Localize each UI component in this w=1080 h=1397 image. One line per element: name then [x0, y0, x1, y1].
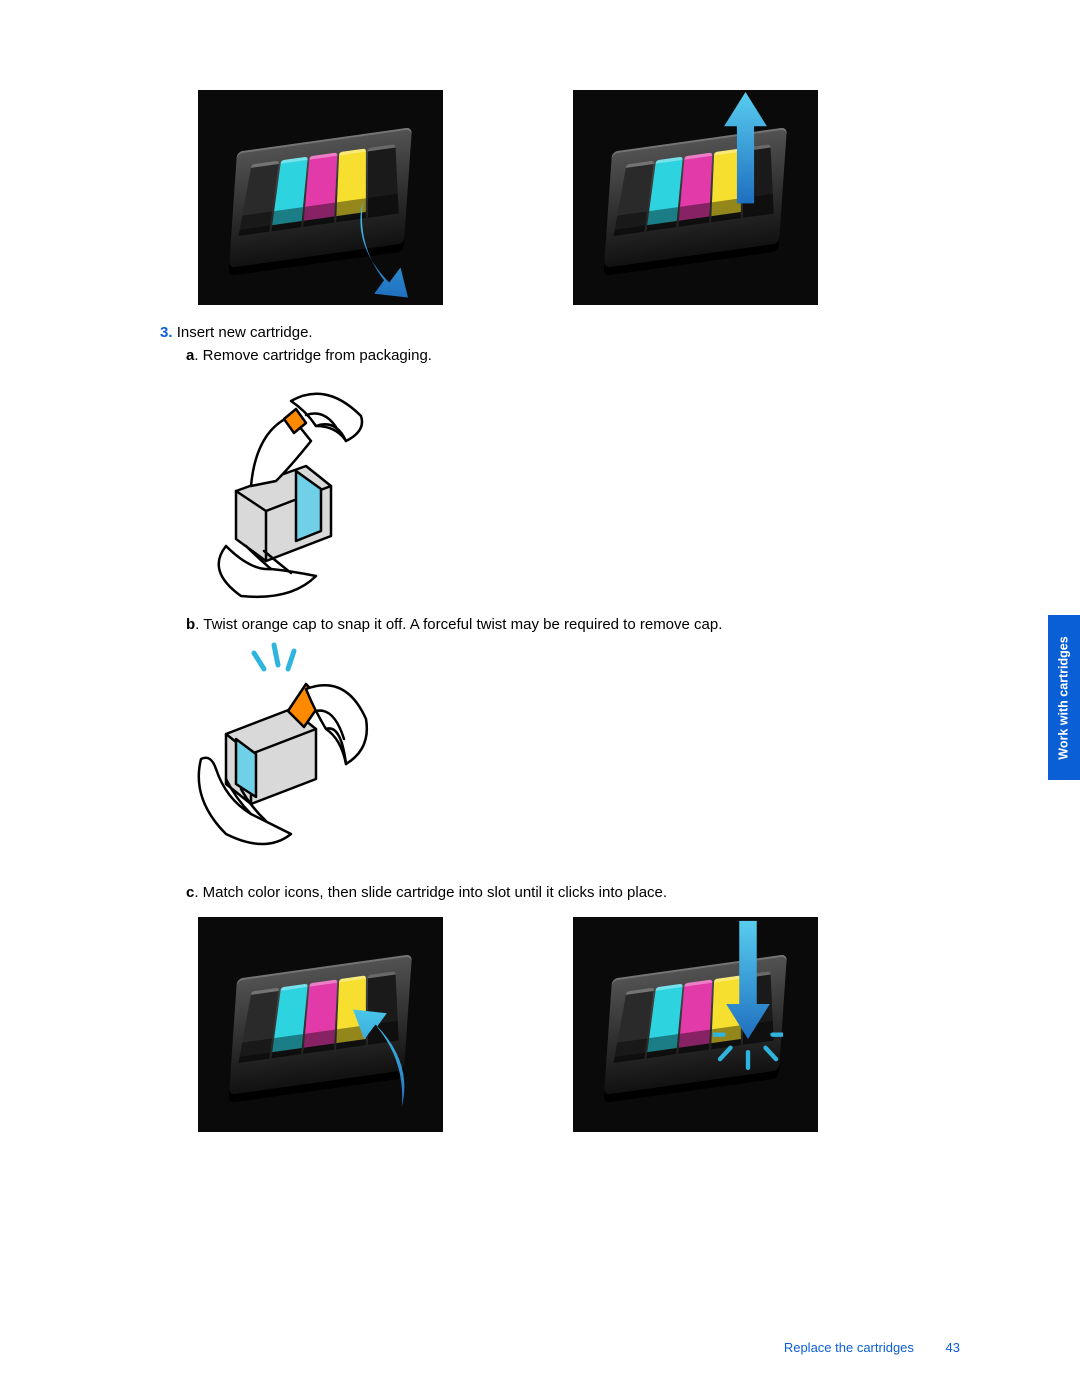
page: 3. Insert new cartridge. a. Remove cartr…: [0, 0, 1080, 1397]
substep-text: . Remove cartridge from packaging.: [194, 347, 432, 364]
unwrap-image: [196, 371, 376, 601]
printer-image-insert-down: [573, 917, 818, 1132]
substep-a: a. Remove cartridge from packaging.: [186, 346, 960, 366]
substep-letter: b: [186, 616, 195, 633]
step-line: 3. Insert new cartridge.: [160, 323, 960, 343]
printer-image-remove-tilt: [198, 90, 443, 305]
step-number: 3.: [160, 324, 173, 341]
substep-c: c. Match color icons, then slide cartrid…: [186, 883, 960, 903]
substep-text: . Match color icons, then slide cartridg…: [194, 884, 667, 901]
step-text: Insert new cartridge.: [177, 324, 313, 341]
printer-image-insert-tilt: [198, 917, 443, 1132]
cartridge-carriage: [604, 127, 787, 268]
twist-image: [196, 639, 376, 869]
cartridge-carriage: [604, 954, 787, 1095]
image-row-insert: [198, 917, 960, 1132]
cartridge-carriage: [229, 127, 412, 268]
image-row-remove: [198, 90, 960, 305]
side-tab: Work with cartridges: [1048, 615, 1080, 780]
page-number: 43: [946, 1340, 960, 1355]
footer-section-title: Replace the cartridges: [784, 1340, 914, 1355]
substep-b: b. Twist orange cap to snap it off. A fo…: [186, 615, 960, 635]
cartridge-carriage: [229, 954, 412, 1095]
printer-image-remove-up: [573, 90, 818, 305]
page-footer: Replace the cartridges 43: [0, 1340, 960, 1355]
substep-text: . Twist orange cap to snap it off. A for…: [195, 616, 722, 633]
side-tab-label: Work with cartridges: [1057, 636, 1071, 759]
